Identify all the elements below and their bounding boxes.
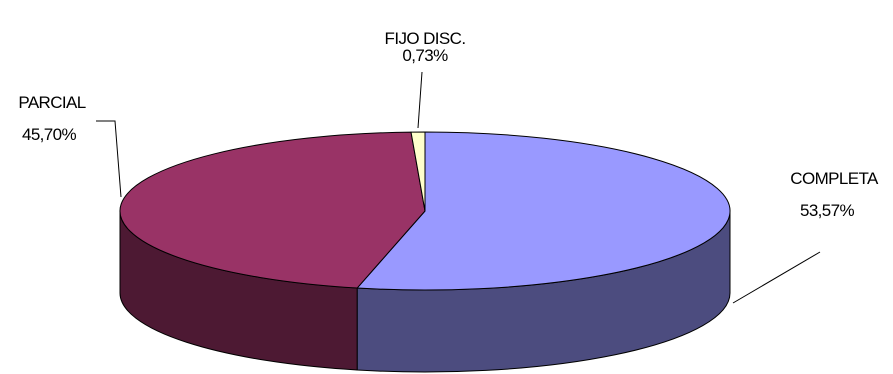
slice-value-completa: 53,57% [800, 201, 855, 220]
slice-label-completa: COMPLETA [790, 169, 879, 188]
pie-slice-fijo-disc [410, 131, 426, 212]
leader-lines [96, 71, 821, 304]
leader-line-parcial [96, 120, 122, 198]
leader-line-completa [732, 251, 821, 304]
slice-label-fijo-disc: FIJO DISC. [385, 29, 466, 48]
pie-slice-parcial [119, 131, 426, 289]
slice-value-parcial: 45,70% [22, 125, 77, 144]
pie-tops [119, 131, 731, 291]
leader-line-fijo-disc [417, 71, 423, 129]
slice-label-parcial: PARCIAL [18, 93, 85, 112]
slice-value-fijo-disc: 0,73% [402, 46, 448, 65]
pie-slice-completa [356, 131, 731, 291]
